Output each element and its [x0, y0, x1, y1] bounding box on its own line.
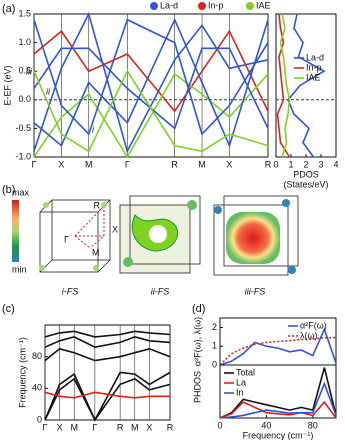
y-tick-label: 0.0 — [18, 94, 31, 104]
x-axis-label: Frequency (cm⁻¹) — [243, 430, 314, 440]
plot-frame — [219, 364, 337, 419]
series-line — [44, 336, 171, 349]
annotation: i — [92, 124, 95, 134]
legend-label: α²F(ω) — [300, 320, 327, 330]
series-line — [219, 336, 337, 366]
series-line — [44, 330, 171, 338]
legend-label: La-d — [306, 52, 324, 62]
x-tick-label: 0 — [273, 159, 278, 169]
k-point: X — [112, 224, 118, 234]
cube — [39, 199, 111, 273]
cube — [213, 195, 299, 276]
k-point: M — [92, 247, 100, 257]
x-axis-label: PDOS — [293, 169, 319, 179]
x-tick-label: R — [167, 422, 174, 432]
k-point: R — [94, 200, 101, 210]
panel-label: (c) — [2, 303, 15, 315]
series-line — [33, 69, 269, 153]
series-line — [279, 13, 291, 158]
x-tick-label: Γ — [125, 159, 130, 169]
legend-label: La-d — [160, 0, 178, 10]
x-tick-label: 2 — [303, 159, 308, 169]
x-tick-label: R — [117, 422, 124, 432]
y-tick-label: 0 — [212, 359, 217, 369]
legend-label: In-p — [306, 62, 322, 72]
series-line — [33, 29, 269, 113]
x-tick-label: X — [146, 422, 152, 432]
y-axis-label: Frequency (cm⁻¹) — [17, 337, 27, 408]
x-tick-label: R — [171, 159, 178, 169]
x-tick-label: 1 — [288, 159, 293, 169]
x-tick-label: M — [70, 422, 78, 432]
colorbar-label: max — [12, 187, 30, 197]
legend-label: IAE — [256, 0, 271, 10]
x-axis-label: (States/eV) — [283, 179, 328, 189]
x-tick-label: M — [85, 159, 93, 169]
series-line — [33, 17, 269, 148]
legend-marker — [150, 2, 158, 10]
cube — [119, 195, 201, 274]
y-tick-label: 80 — [32, 351, 42, 361]
x-tick-label: X — [57, 422, 63, 432]
x-tick-label: 4 — [333, 159, 338, 169]
x-tick-label: 0 — [217, 420, 222, 430]
series-line — [219, 327, 337, 366]
annotation: iii — [26, 66, 33, 76]
y-axis-label: E-EF (eV) — [2, 65, 12, 105]
x-tick-label: 80 — [308, 420, 318, 430]
series-line — [33, 11, 269, 154]
legend-label: IAE — [306, 72, 321, 82]
colorbar-label: min — [12, 264, 27, 274]
y-tick-label: 1.0 — [18, 37, 31, 47]
series-line — [219, 400, 337, 419]
x-tick-label: Γ — [32, 159, 37, 169]
x-tick-label: Γ — [92, 422, 97, 432]
series-line — [287, 13, 326, 158]
x-tick-label: 40 — [261, 420, 271, 430]
panel-label: (b) — [2, 184, 15, 196]
legend-label: Total — [236, 367, 255, 377]
legend-label: λ(ω) — [300, 330, 318, 340]
series-line — [44, 347, 171, 362]
fs-label: iii-FS — [245, 286, 266, 296]
panel-label: (a) — [2, 3, 15, 15]
y-tick-label: 2 — [212, 322, 217, 332]
annotation: ii — [46, 86, 51, 96]
fs-label: ii-FS — [151, 286, 170, 296]
k-point: Γ — [64, 234, 69, 244]
y-tick-label: 0 — [37, 414, 42, 424]
legend-marker — [198, 2, 206, 10]
series-line — [44, 391, 170, 399]
y-tick-label: -0.5 — [15, 123, 31, 133]
y-tick-label: 0.5 — [18, 66, 31, 76]
colorbar — [12, 200, 19, 262]
x-tick-label: M — [131, 422, 139, 432]
legend-label: In-p — [208, 0, 224, 10]
x-tick-label: R — [265, 159, 272, 169]
x-tick-label: X — [58, 159, 64, 169]
legend-marker — [246, 2, 254, 10]
y-axis-label: PHDOS — [192, 371, 202, 403]
x-tick-label: X — [226, 159, 232, 169]
series-line — [33, 18, 269, 136]
series-line — [219, 367, 337, 419]
y-tick-label: -1.0 — [15, 151, 31, 161]
x-tick-label: Γ — [43, 422, 48, 432]
panel-label: (d) — [192, 303, 205, 315]
y-axis-label: α²F(ω), λ(ω) — [192, 317, 202, 366]
legend-label: La — [236, 377, 246, 387]
x-tick-label: 3 — [318, 159, 323, 169]
series-line — [44, 377, 171, 422]
series-line — [44, 371, 171, 422]
legend-label: In — [236, 387, 244, 397]
fs-label: i-FS — [62, 286, 79, 296]
y-tick-label: 40 — [32, 383, 42, 393]
series-line — [33, 72, 269, 159]
y-tick-label: 1.5 — [18, 8, 31, 18]
y-tick-label: 1 — [212, 341, 217, 351]
fermi-surfaces: max min R X M Γ i-FS ii-FS iii-FS — [12, 187, 299, 296]
x-tick-label: M — [198, 159, 206, 169]
series-line — [219, 381, 337, 419]
